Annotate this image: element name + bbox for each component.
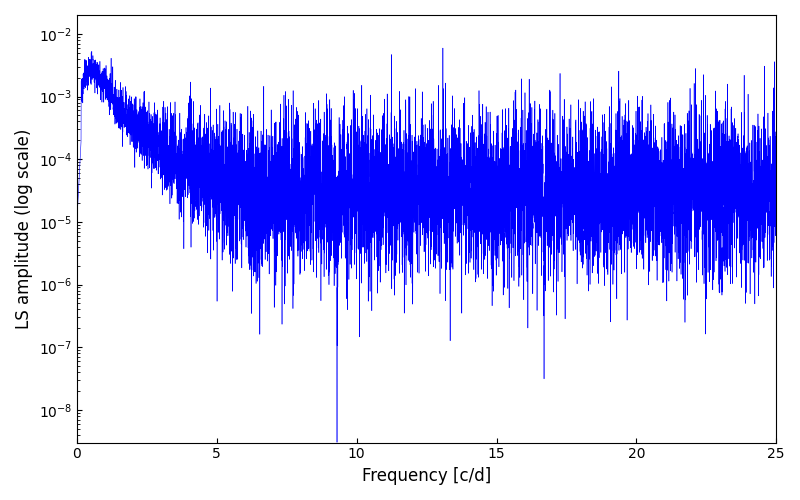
Y-axis label: LS amplitude (log scale): LS amplitude (log scale)	[15, 128, 33, 329]
X-axis label: Frequency [c/d]: Frequency [c/d]	[362, 467, 491, 485]
